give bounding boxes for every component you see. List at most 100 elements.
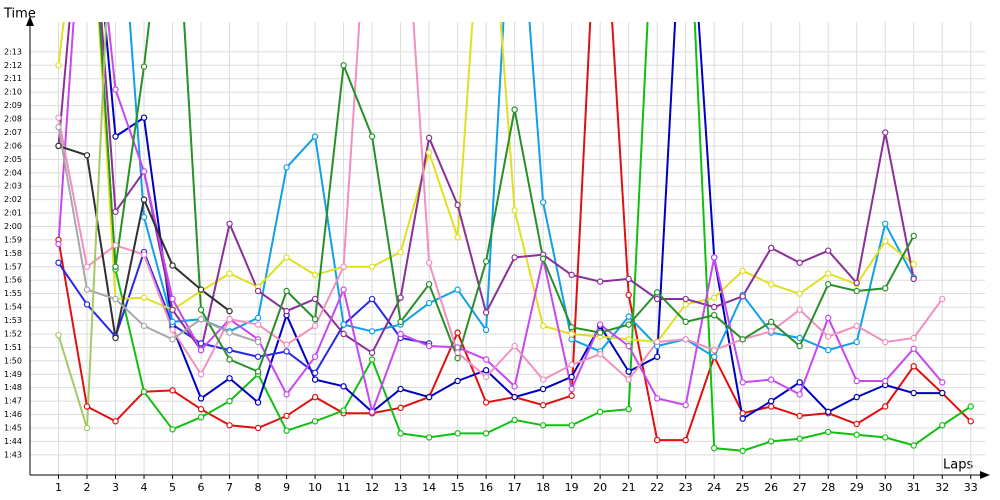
series-line xyxy=(57,126,259,343)
point xyxy=(55,240,62,248)
point xyxy=(625,336,632,343)
point xyxy=(939,389,946,397)
y-tick-label: 1:58 xyxy=(4,249,22,258)
point xyxy=(625,405,632,413)
y-tick-label: 1:50 xyxy=(4,356,22,365)
x-tick-label: 31 xyxy=(907,481,921,494)
point xyxy=(739,415,746,422)
y-tick-label: 2:04 xyxy=(4,168,22,177)
point xyxy=(853,377,860,385)
point xyxy=(967,403,974,410)
point xyxy=(482,356,490,363)
point xyxy=(283,412,290,420)
point xyxy=(767,281,775,288)
point xyxy=(882,285,889,292)
point xyxy=(825,428,832,436)
x-tick-label: 22 xyxy=(650,481,664,494)
point xyxy=(767,403,775,410)
point xyxy=(226,397,233,405)
point xyxy=(482,258,490,265)
x-tick-label: 17 xyxy=(508,481,522,494)
point xyxy=(226,220,233,228)
y-tick-label: 1:43 xyxy=(4,450,22,459)
point xyxy=(55,114,62,121)
point xyxy=(682,318,689,326)
plot-area xyxy=(55,22,974,455)
point xyxy=(625,275,632,283)
point xyxy=(910,275,917,283)
point xyxy=(340,321,347,328)
y-tick-label: 2:05 xyxy=(4,155,22,164)
point xyxy=(682,295,689,303)
point xyxy=(254,321,262,328)
point xyxy=(653,353,661,360)
x-tick-label: 25 xyxy=(736,481,750,494)
point xyxy=(226,422,233,429)
point xyxy=(568,373,575,381)
point xyxy=(796,435,803,442)
x-tick-label: 6 xyxy=(198,481,205,494)
point xyxy=(454,430,461,437)
point xyxy=(596,350,604,358)
x-tick-label: 20 xyxy=(593,481,607,494)
point xyxy=(283,287,290,295)
point xyxy=(169,262,176,269)
point xyxy=(796,334,803,342)
point xyxy=(169,426,176,433)
point xyxy=(482,367,490,374)
x-tick-label: 19 xyxy=(565,481,579,494)
point xyxy=(454,344,461,351)
point xyxy=(568,385,575,393)
point xyxy=(425,342,433,350)
point xyxy=(825,314,832,322)
point xyxy=(454,201,461,209)
y-tick-label: 1:54 xyxy=(4,303,22,312)
point xyxy=(254,287,262,295)
point xyxy=(853,431,860,438)
y-tick-label: 2:06 xyxy=(4,141,22,150)
point xyxy=(625,321,632,328)
point xyxy=(739,293,746,300)
point xyxy=(682,436,689,444)
x-tick-label: 3 xyxy=(112,481,119,494)
x-tick-label: 28 xyxy=(821,481,835,494)
point xyxy=(568,361,575,369)
point xyxy=(482,430,490,437)
point xyxy=(454,349,461,356)
point xyxy=(55,142,62,150)
y-arrow xyxy=(26,16,34,26)
point xyxy=(710,311,718,319)
point xyxy=(311,369,319,377)
point xyxy=(796,412,803,420)
point xyxy=(397,248,404,256)
x-tick-label: 9 xyxy=(283,481,290,494)
point xyxy=(368,295,376,303)
point xyxy=(83,263,91,270)
point xyxy=(910,260,917,268)
point xyxy=(596,321,604,328)
point xyxy=(882,434,889,441)
y-tick-label: 1:44 xyxy=(4,437,22,446)
point xyxy=(311,315,319,323)
point xyxy=(425,149,433,156)
point xyxy=(368,328,376,335)
point xyxy=(511,254,518,261)
point xyxy=(197,306,205,313)
point xyxy=(454,354,461,362)
point xyxy=(767,438,775,445)
point xyxy=(939,295,946,303)
point xyxy=(226,375,233,382)
y-tick-label: 2:02 xyxy=(4,195,22,204)
point xyxy=(311,322,319,330)
point xyxy=(283,427,290,434)
point xyxy=(311,376,319,383)
point xyxy=(853,287,860,295)
point xyxy=(226,270,233,277)
point xyxy=(340,263,347,270)
point xyxy=(739,336,746,343)
point xyxy=(653,395,661,402)
point xyxy=(853,393,860,401)
point xyxy=(340,62,347,69)
point xyxy=(825,270,832,277)
point xyxy=(283,307,290,315)
